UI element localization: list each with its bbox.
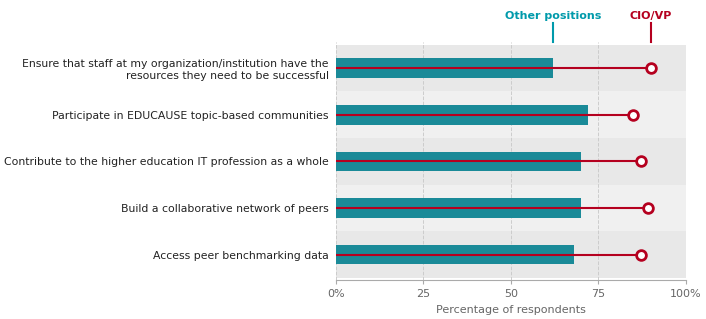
- Text: Other positions: Other positions: [505, 11, 601, 21]
- Bar: [336, 152, 581, 171]
- Bar: [336, 105, 588, 124]
- Bar: [336, 198, 581, 218]
- Text: CIO/VP: CIO/VP: [630, 11, 672, 21]
- Bar: [336, 92, 686, 138]
- Bar: [336, 58, 553, 78]
- Bar: [336, 185, 686, 231]
- Bar: [336, 231, 686, 278]
- X-axis label: Percentage of respondents: Percentage of respondents: [436, 305, 586, 315]
- Bar: [336, 245, 574, 264]
- Bar: [336, 45, 686, 92]
- Bar: [336, 138, 686, 185]
